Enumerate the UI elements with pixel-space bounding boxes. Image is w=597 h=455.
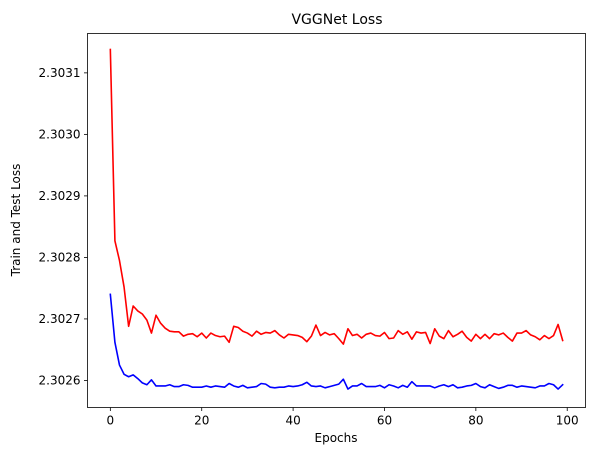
y-tick-label: 2.3030 xyxy=(39,127,81,141)
x-tick-label: 60 xyxy=(377,414,392,428)
axes-frame xyxy=(87,33,586,408)
x-axis-label: Epochs xyxy=(315,431,358,445)
x-tick-label: 100 xyxy=(556,414,579,428)
y-tick-label: 2.3026 xyxy=(39,373,81,387)
y-tick-label: 2.3028 xyxy=(39,250,81,264)
x-tick-label: 20 xyxy=(194,414,209,428)
y-tick-label: 2.3031 xyxy=(39,66,81,80)
y-axis: 2.3026 2.3027 2.3028 2.3029 2.3030 2.3031 xyxy=(39,66,88,387)
series-line-2 xyxy=(109,293,564,390)
plot-area xyxy=(109,48,564,390)
series-line-1 xyxy=(109,48,564,345)
y-tick-label: 2.3027 xyxy=(39,312,81,326)
y-tick-label: 2.3029 xyxy=(39,189,81,203)
x-axis: 0 20 40 60 80 100 xyxy=(107,407,579,428)
x-tick-label: 40 xyxy=(285,414,300,428)
y-axis-label: Train and Test Loss xyxy=(9,164,23,278)
x-tick-label: 80 xyxy=(468,414,483,428)
chart-title: VGGNet Loss xyxy=(291,12,382,28)
x-tick-label: 0 xyxy=(107,414,115,428)
